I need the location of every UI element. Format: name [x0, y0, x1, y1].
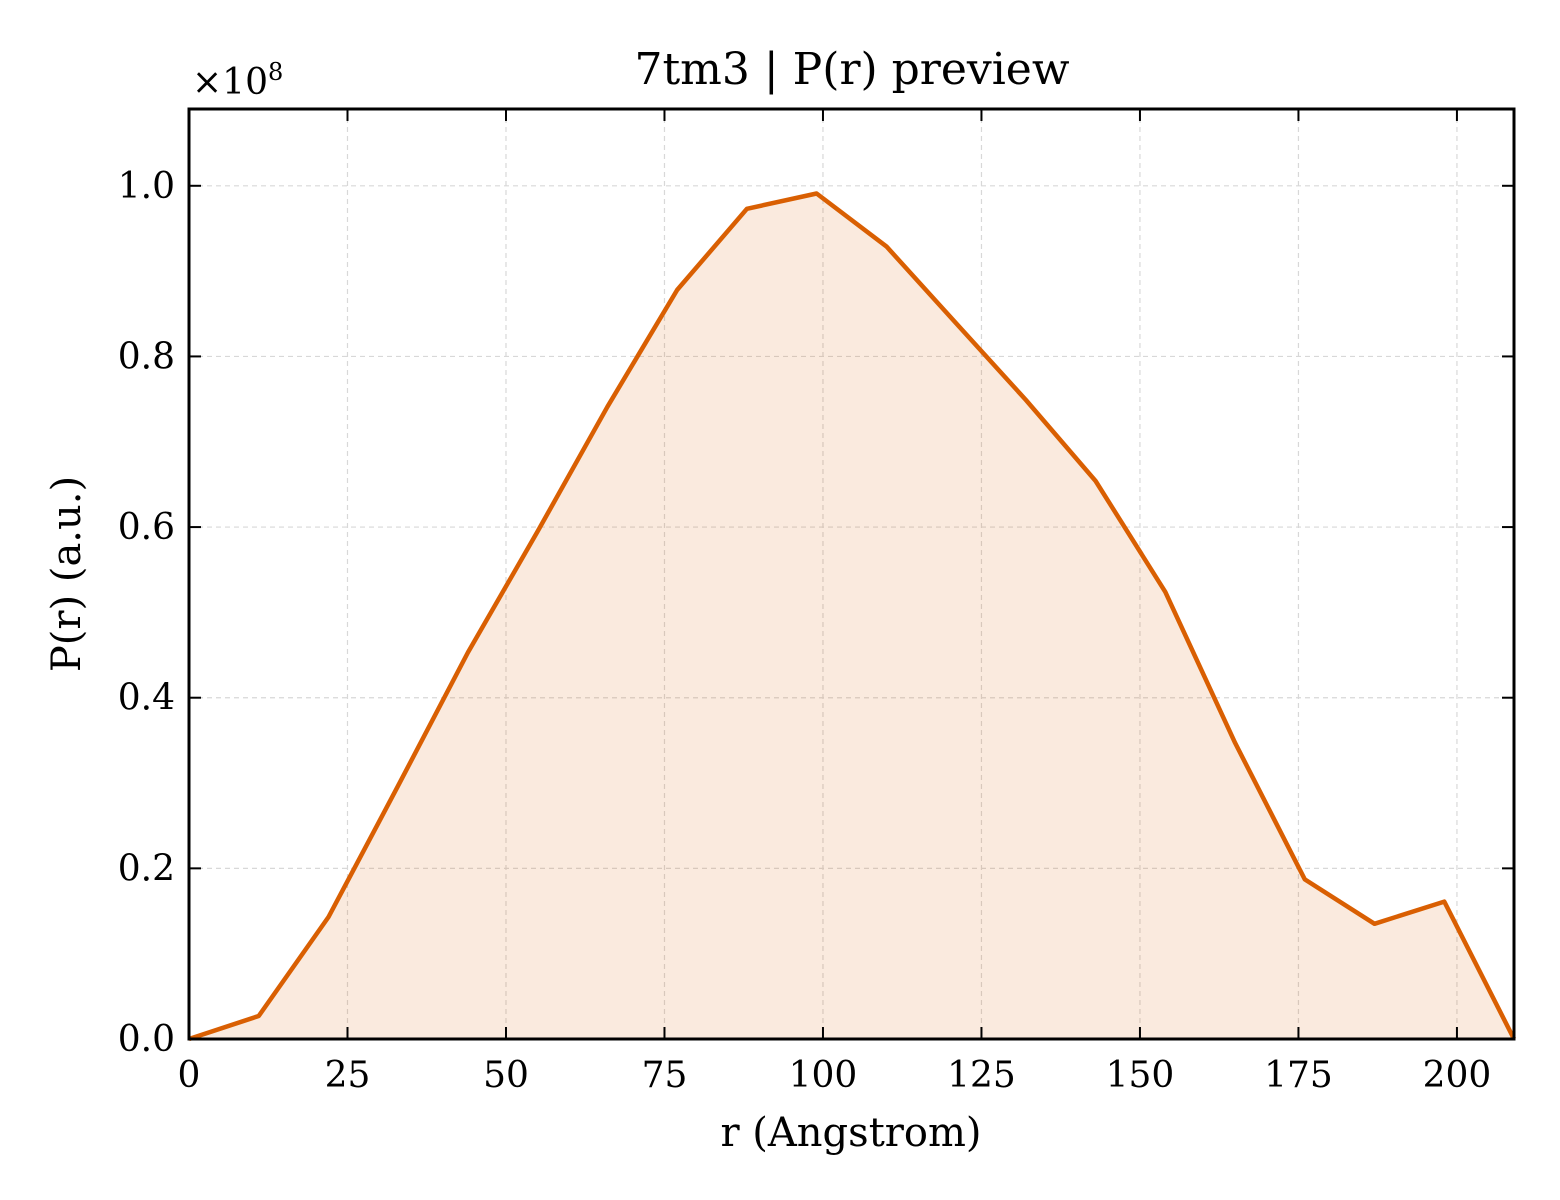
x-tick-label: 50 — [483, 1055, 529, 1096]
y-tick-label: 0.6 — [118, 507, 175, 548]
x-tick-label: 100 — [789, 1055, 858, 1096]
x-tick-label: 75 — [642, 1055, 688, 1096]
series-area-fill — [189, 193, 1514, 1039]
x-tick-label: 150 — [1106, 1055, 1175, 1096]
x-tick-label: 125 — [947, 1055, 1016, 1096]
x-tick-label: 200 — [1423, 1055, 1492, 1096]
x-tick-label: 25 — [325, 1055, 371, 1096]
series-layer — [188, 191, 1517, 1042]
chart-title: 7tm3 | P(r) preview — [634, 44, 1069, 95]
y-axis-multiplier-base: ×10 — [192, 62, 268, 103]
y-tick-label: 0.2 — [118, 848, 175, 889]
x-tick-label: 175 — [1264, 1055, 1333, 1096]
ticks: 0 25 50 75 100 125 150 175 200 0.0 0.2 0.4 0.6 0.8 1.0 — [118, 109, 1514, 1096]
series-line — [188, 191, 1517, 1042]
y-tick-label: 0.0 — [118, 1019, 175, 1060]
y-tick-label: 1.0 — [118, 166, 175, 207]
y-axis-multiplier-exponent: 8 — [268, 58, 283, 86]
y-axis-label: P(r) (a.u.) — [44, 476, 90, 672]
x-axis-label: r (Angstrom) — [720, 1110, 981, 1156]
y-axis-multiplier: ×108 — [192, 58, 283, 103]
x-tick-label: 0 — [178, 1055, 201, 1096]
plot-frame — [187, 107, 1516, 1041]
y-tick-label: 0.8 — [118, 336, 175, 377]
y-tick-label: 0.4 — [118, 678, 175, 719]
